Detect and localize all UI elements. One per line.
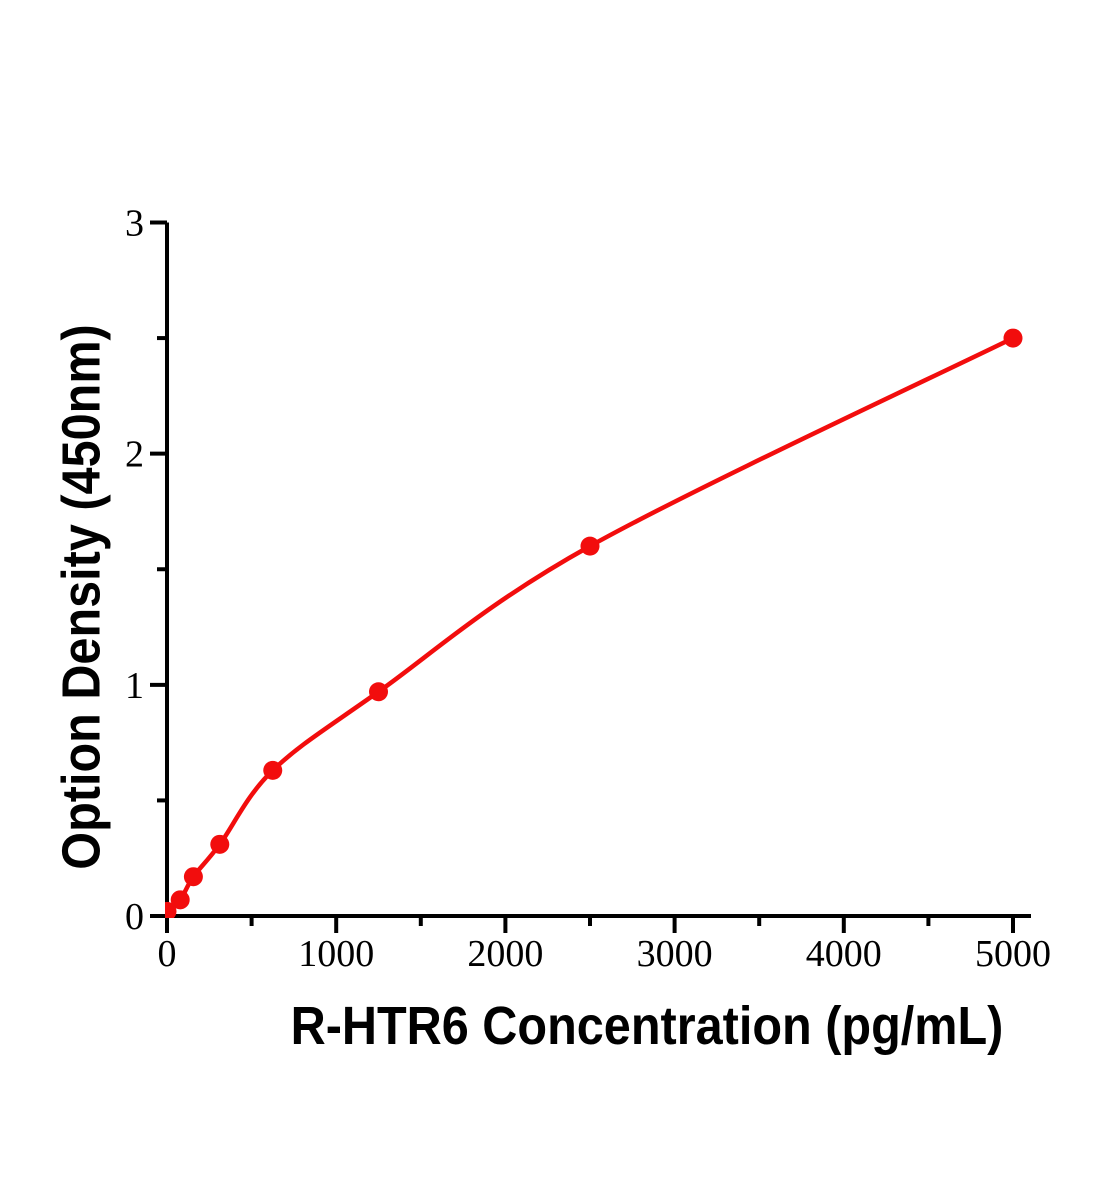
x-tick-label: 4000 bbox=[806, 933, 882, 975]
data-series-group bbox=[165, 328, 1023, 918]
data-point-marker bbox=[580, 536, 600, 556]
y-axis-title: Option Density (450nm) bbox=[51, 324, 112, 870]
x-tick-label: 2000 bbox=[467, 933, 543, 975]
x-tick-label: 5000 bbox=[975, 933, 1051, 975]
y-tick-label: 2 bbox=[125, 434, 144, 476]
standard-curve-line bbox=[165, 336, 1014, 914]
data-point-marker bbox=[263, 760, 283, 780]
data-point-marker bbox=[170, 890, 190, 910]
x-tick-label: 0 bbox=[158, 933, 177, 975]
data-point-marker bbox=[369, 682, 388, 702]
data-point-marker bbox=[183, 867, 203, 887]
y-tick-label: 1 bbox=[125, 665, 144, 707]
data-point-marker bbox=[1003, 328, 1023, 348]
data-point-marker bbox=[210, 834, 230, 854]
x-tick-label: 1000 bbox=[298, 933, 374, 975]
y-tick-label: 3 bbox=[125, 203, 144, 245]
x-axis-title: R-HTR6 Concentration (pg/mL) bbox=[290, 996, 1004, 1056]
y-tick-label: 0 bbox=[125, 896, 144, 938]
x-tick-label: 3000 bbox=[637, 933, 713, 975]
